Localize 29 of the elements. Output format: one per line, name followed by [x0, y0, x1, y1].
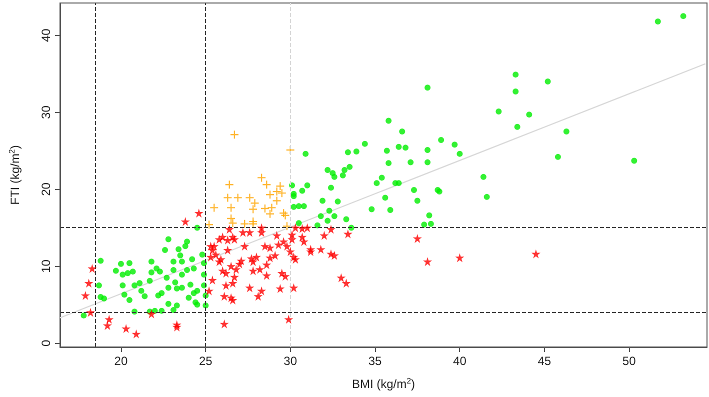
x-tick-label: 50	[622, 354, 636, 368]
y-axis-title: FTI (kg/m2)	[8, 145, 22, 205]
x-tick-label: 20	[114, 354, 128, 368]
point	[230, 130, 240, 140]
y-tick-label: 30	[39, 105, 53, 119]
y-tick-label: 0	[39, 339, 53, 346]
point	[286, 145, 295, 155]
y-tick-label: 40	[39, 28, 53, 42]
y-tick-label: 20	[39, 182, 53, 196]
point	[265, 190, 275, 200]
point	[280, 210, 290, 220]
point	[224, 180, 234, 190]
y-tick-label: 10	[39, 259, 53, 273]
x-tick-label: 40	[453, 354, 467, 368]
point	[223, 193, 232, 202]
point	[267, 203, 276, 212]
point	[272, 196, 282, 206]
point	[210, 203, 219, 212]
point	[278, 208, 288, 218]
point	[233, 193, 242, 202]
point	[248, 204, 258, 214]
x-tick-label: 45	[538, 354, 552, 368]
x-tick-label: 25	[198, 354, 213, 368]
point	[240, 219, 250, 228]
x-tick-label: 35	[368, 354, 382, 368]
x-tick-label: 30	[284, 354, 298, 368]
point	[226, 203, 236, 212]
point	[248, 219, 258, 228]
point	[276, 182, 285, 191]
